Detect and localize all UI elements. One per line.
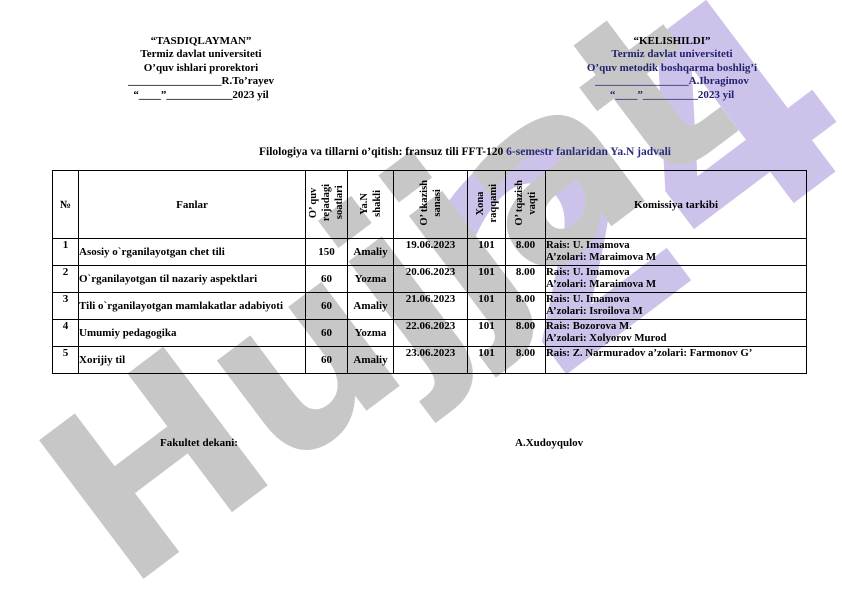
cell-xona: 101 (467, 346, 506, 374)
cell-soat: 60 (305, 319, 348, 347)
cell-fanlar: O`rganilayotgan til nazariy aspektlari (78, 265, 306, 293)
cell-shakl: Amaliy (347, 238, 394, 266)
header-komissiya: Komissiya tarkibi (545, 170, 807, 239)
cell-num: 5 (52, 346, 79, 374)
cell-sana: 19.06.2023 (393, 238, 468, 266)
header-vaqt: O’ tqazish vaqti (505, 170, 546, 239)
table-row: 3 Tili o`rganilayotgan mamlakatlar adabi… (52, 292, 807, 320)
header-sana: O’ tkazish sanasi (393, 170, 468, 239)
approval-left-university: Termiz davlat universiteti (140, 48, 262, 61)
table-row: 1 Asosiy o`rganilayotgan chet tili 150 A… (52, 238, 807, 266)
cell-sana: 20.06.2023 (393, 265, 468, 293)
header-vaqt-label: O’ tqazish vaqti (513, 180, 538, 226)
cell-xona: 101 (467, 265, 506, 293)
komissiya-rais: Rais: Z. Narmuradov a’zolari: Farmonov G… (546, 347, 753, 360)
cell-num: 2 (52, 265, 79, 293)
approval-right-date-line: “____”__________2023 yil (609, 88, 735, 101)
approval-block-left: “TASDIQLAYMAN” Termiz davlat universitet… (96, 35, 306, 102)
header-shakl: Ya.N shakli (347, 170, 394, 239)
approval-right-position: O’quv metodik boshqarma boshlig’i (586, 61, 758, 74)
approval-right-signature-line: _________________A.Ibragimov (595, 75, 749, 88)
cell-komissiya: Rais: U. Imamova A’zolari: Isroilova M (545, 292, 807, 320)
cell-sana: 23.06.2023 (393, 346, 468, 374)
cell-sana: 22.06.2023 (393, 319, 468, 347)
cell-soat: 60 (305, 265, 348, 293)
cell-vaqt: 8.00 (505, 319, 546, 347)
header-fanlar: Fanlar (78, 170, 306, 239)
header-soat: O’ quv rejadagi soatlari (305, 170, 348, 239)
cell-fanlar: Umumiy pedagogika (78, 319, 306, 347)
header-xona: Xona raqqami (467, 170, 506, 239)
cell-num: 3 (52, 292, 79, 320)
komissiya-rais: Rais: U. Imamova (546, 293, 630, 306)
komissiya-azolari: A’zolari: Isroilova M (546, 305, 643, 318)
header-num: № (52, 170, 79, 239)
approval-left-date-line: “____”____________2023 yil (133, 88, 269, 101)
komissiya-azolari: A’zolari: Maraimova M (546, 251, 657, 264)
cell-vaqt: 8.00 (505, 346, 546, 374)
cell-shakl: Yozma (347, 265, 394, 293)
cell-soat: 150 (305, 238, 348, 266)
komissiya-rais: Rais: U. Imamova (546, 266, 630, 279)
header-xona-label: Xona raqqami (474, 183, 499, 223)
cell-num: 1 (52, 238, 79, 266)
cell-xona: 101 (467, 238, 506, 266)
header-shakl-label: Ya.N shakli (358, 189, 383, 217)
approval-right-university: Termiz davlat universiteti (611, 48, 733, 61)
komissiya-azolari: A’zolari: Maraimova M (546, 278, 657, 291)
cell-shakl: Amaliy (347, 292, 394, 320)
cell-komissiya: Rais: Z. Narmuradov a’zolari: Farmonov G… (545, 346, 807, 374)
komissiya-azolari: A’zolari: Xolyorov Murod (546, 332, 667, 345)
cell-soat: 60 (305, 346, 348, 374)
cell-xona: 101 (467, 292, 506, 320)
cell-num: 4 (52, 319, 79, 347)
cell-vaqt: 8.00 (505, 265, 546, 293)
approval-left-position: O’quv ishlari prorektori (143, 61, 259, 74)
table-row: 4 Umumiy pedagogika 60 Yozma 22.06.2023 … (52, 319, 807, 347)
document-title-part1: Filologiya va tillarni o’qitish: fransuz… (259, 146, 507, 158)
cell-fanlar: Xorijiy til (78, 346, 306, 374)
komissiya-rais: Rais: Bozorova M. (546, 320, 632, 333)
cell-fanlar: Tili o`rganilayotgan mamlakatlar adabiyo… (78, 292, 306, 320)
cell-shakl: Yozma (347, 319, 394, 347)
cell-sana: 21.06.2023 (393, 292, 468, 320)
header-sana-label: O’ tkazish sanasi (418, 180, 443, 226)
approval-left-signature-line: _________________R.To’rayev (128, 75, 274, 88)
dean-name: A.Xudoyqulov (515, 437, 584, 449)
cell-shakl: Amaliy (347, 346, 394, 374)
approval-right-title: “KELISHILDI” (633, 35, 711, 47)
cell-komissiya: Rais: Bozorova M. A’zolari: Xolyorov Mur… (545, 319, 807, 347)
table-row: 5 Xorijiy til 60 Amaliy 23.06.2023 101 8… (52, 346, 807, 374)
approval-left-title: “TASDIQLAYMAN” (150, 35, 252, 47)
cell-fanlar: Asosiy o`rganilayotgan chet tili (78, 238, 306, 266)
exam-schedule-table: № Fanlar O’ quv rejadagi soatlari Ya.N s… (52, 170, 807, 374)
cell-komissiya: Rais: U. Imamova A’zolari: Maraimova M (545, 265, 807, 293)
cell-soat: 60 (305, 292, 348, 320)
approval-block-right: “KELISHILDI” Termiz davlat universiteti … (560, 35, 784, 102)
document-title: Filologiya va tillarni o’qitish: fransuz… (88, 146, 842, 158)
cell-vaqt: 8.00 (505, 238, 546, 266)
table-row: 2 O`rganilayotgan til nazariy aspektlari… (52, 265, 807, 293)
cell-komissiya: Rais: U. Imamova A’zolari: Maraimova M (545, 238, 807, 266)
cell-vaqt: 8.00 (505, 292, 546, 320)
document-title-part2: 6-semestr fanlaridan Ya.N jadvali (506, 146, 671, 158)
komissiya-rais: Rais: U. Imamova (546, 239, 630, 252)
cell-xona: 101 (467, 319, 506, 347)
dean-label: Fakultet dekani: (160, 437, 238, 449)
table-header-row: № Fanlar O’ quv rejadagi soatlari Ya.N s… (52, 170, 807, 239)
header-soat-label: O’ quv rejadagi soatlari (308, 184, 345, 222)
